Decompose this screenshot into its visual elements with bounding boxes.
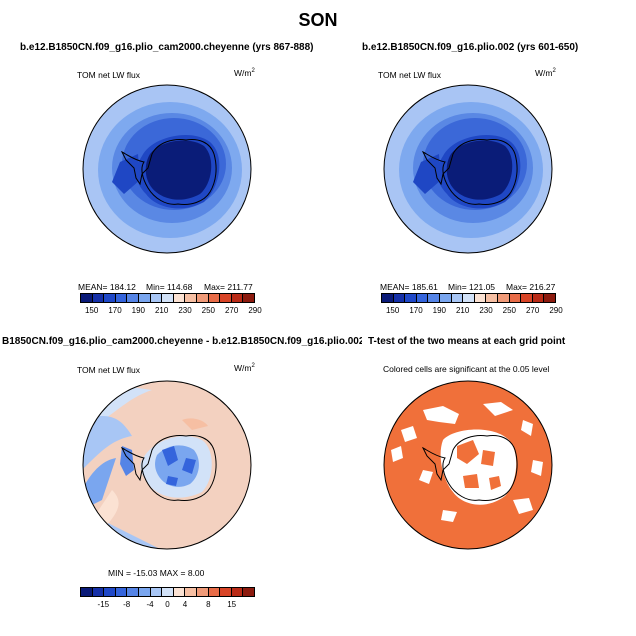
panel-1-title: b.e12.B1850CN.f09_g16.plio_cam2000.cheye… xyxy=(20,42,314,53)
colorbar-tick-label: 290 xyxy=(549,306,563,315)
colorbar-tick-label: 230 xyxy=(479,306,493,315)
panel-3-units: W/m2 xyxy=(234,363,255,373)
panel-1-var-label: TOM net LW flux xyxy=(77,70,140,80)
colorbar-swatch xyxy=(162,294,174,302)
colorbar-tick-label: -8 xyxy=(123,600,131,609)
colorbar-swatch xyxy=(173,294,186,302)
colorbar-swatch xyxy=(382,294,394,302)
colorbar-swatch xyxy=(92,588,105,596)
colorbar-tick-label: 190 xyxy=(432,306,447,315)
colorbar-swatch xyxy=(509,294,522,302)
figure-title: SON xyxy=(298,10,338,30)
colorbar-swatch xyxy=(486,294,498,302)
colorbar-swatch xyxy=(185,294,197,302)
colorbar-swatch xyxy=(393,294,406,302)
colorbar-swatch xyxy=(231,294,244,302)
colorbar-swatch xyxy=(138,294,151,302)
colorbar-swatch xyxy=(405,294,417,302)
panel-1-colorbar xyxy=(80,293,255,303)
panel-1-max: Max= 211.77 xyxy=(204,282,253,292)
panel-1-mean: MEAN= 184.12 xyxy=(78,282,136,292)
colorbar-tick-label: 170 xyxy=(108,306,122,315)
panel-3-minmax: MIN = -15.03 MAX = 8.00 xyxy=(108,568,205,578)
colorbar-swatch xyxy=(220,588,232,596)
colorbar-swatch xyxy=(196,588,209,596)
colorbar-tick-label: 210 xyxy=(154,306,169,315)
colorbar-swatch xyxy=(451,294,464,302)
colorbar-swatch xyxy=(150,294,163,302)
colorbar-swatch xyxy=(208,588,221,596)
panel-3-colorbar xyxy=(80,587,255,597)
colorbar-swatch xyxy=(220,294,232,302)
colorbar-swatch xyxy=(162,588,174,596)
panel-2-var-label: TOM net LW flux xyxy=(378,70,441,80)
panel-2-units: W/m2 xyxy=(535,68,556,78)
colorbar-swatch xyxy=(81,294,93,302)
panel-2-max: Max= 216.27 xyxy=(506,282,556,292)
colorbar-swatch xyxy=(521,294,533,302)
colorbar-swatch xyxy=(127,294,139,302)
panel-4-map xyxy=(383,380,553,550)
panel-2-title: b.e12.B1850CN.f09_g16.plio.002 (yrs 601-… xyxy=(362,42,579,53)
panel-3-title: B1850CN.f09_g16.plio_cam2000.cheyenne - … xyxy=(2,336,362,347)
colorbar-swatch xyxy=(138,588,151,596)
colorbar-tick-label: -15 xyxy=(97,600,110,609)
colorbar-tick-label: 15 xyxy=(227,600,237,609)
colorbar-swatch xyxy=(544,294,555,302)
panel-2-map xyxy=(383,84,553,254)
colorbar-swatch xyxy=(416,294,429,302)
colorbar-tick-label: 270 xyxy=(224,306,239,315)
colorbar-swatch xyxy=(532,294,545,302)
panel-1-units: W/m2 xyxy=(234,68,255,78)
colorbar-swatch xyxy=(231,588,244,596)
colorbar-swatch xyxy=(92,294,105,302)
colorbar-swatch xyxy=(243,588,254,596)
colorbar-swatch xyxy=(497,294,510,302)
colorbar-tick-label: 230 xyxy=(178,306,192,315)
colorbar-swatch xyxy=(115,294,128,302)
colorbar-tick-label: 270 xyxy=(525,306,540,315)
colorbar-tick-label: 210 xyxy=(455,306,470,315)
colorbar-swatch xyxy=(150,588,163,596)
colorbar-tick-label: 4 xyxy=(182,600,188,609)
colorbar-swatch xyxy=(81,588,93,596)
colorbar-swatch xyxy=(428,294,440,302)
colorbar-swatch xyxy=(173,588,186,596)
colorbar-tick-label: 0 xyxy=(165,600,170,609)
colorbar-tick-label: 250 xyxy=(502,306,517,315)
panel-1-min: Min= 114.68 xyxy=(146,282,193,292)
colorbar-swatch xyxy=(208,294,221,302)
panel-3-var-label: TOM net LW flux xyxy=(77,365,140,375)
colorbar-swatch xyxy=(104,294,116,302)
colorbar-swatch xyxy=(115,588,128,596)
colorbar-swatch xyxy=(463,294,475,302)
colorbar-tick-label: 250 xyxy=(201,306,216,315)
colorbar-swatch xyxy=(243,294,254,302)
panel-1-map xyxy=(82,84,252,254)
panel-3-map xyxy=(82,380,252,550)
colorbar-tick-label: 170 xyxy=(409,306,423,315)
colorbar-swatch xyxy=(185,588,197,596)
panel-2-min: Min= 121.05 xyxy=(448,282,496,292)
colorbar-swatch xyxy=(127,588,139,596)
colorbar-tick-label: 290 xyxy=(248,306,262,315)
colorbar-swatch xyxy=(104,588,116,596)
panel-4-note: Colored cells are significant at the 0.0… xyxy=(383,364,550,374)
colorbar-tick-label: 150 xyxy=(84,306,99,315)
panel-4-title: T-test of the two means at each grid poi… xyxy=(368,336,566,347)
colorbar-swatch xyxy=(196,294,209,302)
colorbar-swatch xyxy=(439,294,452,302)
colorbar-tick-label: 150 xyxy=(385,306,400,315)
colorbar-tick-label: 8 xyxy=(206,600,211,609)
colorbar-swatch xyxy=(474,294,487,302)
panel-2-colorbar xyxy=(381,293,556,303)
panel-2-mean: MEAN= 185.61 xyxy=(380,282,438,292)
colorbar-tick-label: -4 xyxy=(146,600,154,609)
colorbar-tick-label: 190 xyxy=(131,306,146,315)
